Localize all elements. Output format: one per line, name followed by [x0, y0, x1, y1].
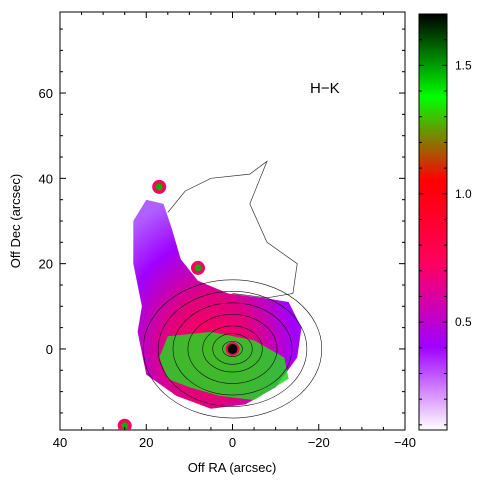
point-sources	[117, 179, 240, 430]
x-tick-label: 40	[53, 435, 67, 450]
x-tick-label: −40	[394, 435, 416, 450]
y-tick-label: 0	[46, 342, 53, 357]
contour-line	[212, 333, 253, 365]
colorbar	[418, 13, 448, 431]
contour-line	[187, 314, 278, 384]
y-axis: 0 20 40 60	[39, 28, 405, 414]
contour-line	[222, 340, 243, 357]
green-core	[159, 331, 289, 401]
colorbar-axis: 0.5 1.0 1.5	[419, 39, 472, 426]
y-tick-label: 60	[39, 86, 53, 101]
x-axis-label: Off RA (arcsec)	[188, 460, 277, 475]
contour-lines	[142, 279, 323, 419]
colorbar-tick-label: 0.5	[455, 315, 472, 329]
contour-line	[157, 291, 308, 407]
x-tick-label: −20	[308, 435, 330, 450]
contour-line	[142, 279, 323, 419]
nucleus-marker	[227, 343, 238, 354]
x-axis: 40 20 0 −20 −40	[53, 12, 416, 450]
y-axis-label: Off Dec (arcsec)	[8, 174, 23, 268]
x-tick-label: 0	[229, 435, 236, 450]
x-tick-label: 20	[139, 435, 153, 450]
faint-outline	[167, 160, 298, 299]
colorbar-tick-label: 1.0	[455, 187, 472, 201]
contour-line	[202, 325, 263, 373]
source-core	[155, 183, 163, 191]
y-tick-label: 20	[39, 257, 53, 272]
contour-line	[172, 302, 293, 396]
source-core	[194, 264, 202, 272]
band-annotation: H−K	[310, 80, 340, 97]
y-tick-label: 40	[39, 171, 53, 186]
source-core	[121, 422, 129, 430]
colorbar-tick-label: 1.5	[455, 58, 472, 72]
